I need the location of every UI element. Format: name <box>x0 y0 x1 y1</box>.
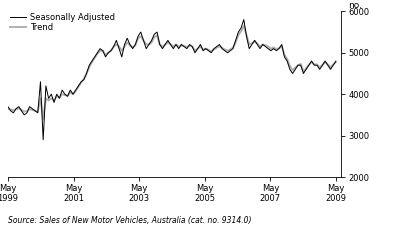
Text: Source: Sales of New Motor Vehicles, Australia (cat. no. 9314.0): Source: Sales of New Motor Vehicles, Aus… <box>8 216 251 225</box>
Text: no.: no. <box>348 1 362 10</box>
Legend: Seasonally Adjusted, Trend: Seasonally Adjusted, Trend <box>10 13 115 32</box>
